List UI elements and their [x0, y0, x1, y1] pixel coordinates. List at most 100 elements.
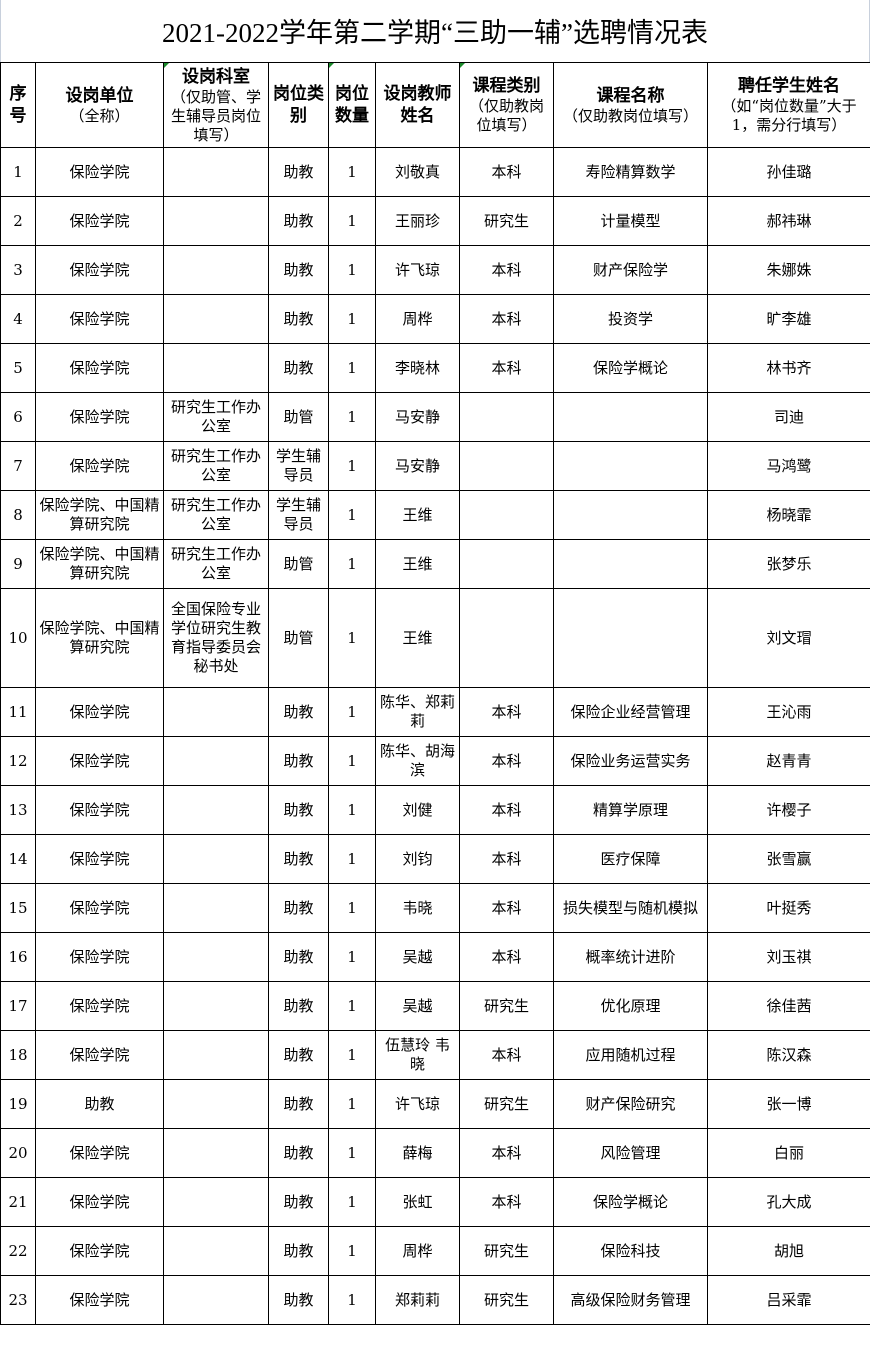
cell-student[interactable]: 朱娜姝 [707, 245, 870, 295]
cell-student[interactable]: 赵青青 [707, 736, 870, 786]
cell-student[interactable]: 张梦乐 [707, 539, 870, 589]
cell-unit[interactable]: 保险学院 [35, 785, 164, 835]
cell-office[interactable] [163, 1275, 269, 1325]
cell-course-type[interactable]: 本科 [459, 687, 554, 737]
cell-unit[interactable]: 保险学院 [35, 147, 164, 197]
cell-post-type[interactable]: 助教 [268, 1226, 329, 1276]
cell-course-name[interactable]: 保险企业经营管理 [553, 687, 708, 737]
cell-office[interactable]: 研究生工作办公室 [163, 539, 269, 589]
cell-post-count[interactable]: 1 [328, 1275, 376, 1325]
cell-office[interactable] [163, 147, 269, 197]
cell-student[interactable]: 林书齐 [707, 343, 870, 393]
cell-course-type[interactable]: 本科 [459, 1030, 554, 1080]
cell-course-name[interactable] [553, 588, 708, 688]
cell-index[interactable]: 11 [0, 687, 36, 737]
cell-student[interactable]: 旷李雄 [707, 294, 870, 344]
header-course-name[interactable]: 课程名称 （仅助教岗位填写） [553, 62, 708, 148]
cell-post-count[interactable]: 1 [328, 1030, 376, 1080]
cell-student[interactable]: 马鸿鹭 [707, 441, 870, 491]
cell-post-count[interactable]: 1 [328, 245, 376, 295]
cell-index[interactable]: 16 [0, 932, 36, 982]
cell-course-type[interactable]: 本科 [459, 834, 554, 884]
cell-teacher[interactable]: 陈华、胡海滨 [375, 736, 460, 786]
cell-course-type[interactable] [459, 490, 554, 540]
cell-unit[interactable]: 保险学院、中国精算研究院 [35, 588, 164, 688]
cell-index[interactable]: 4 [0, 294, 36, 344]
cell-office[interactable] [163, 1030, 269, 1080]
cell-teacher[interactable]: 王维 [375, 539, 460, 589]
cell-post-count[interactable]: 1 [328, 343, 376, 393]
cell-post-count[interactable]: 1 [328, 588, 376, 688]
cell-course-name[interactable]: 优化原理 [553, 981, 708, 1031]
cell-post-type[interactable]: 助教 [268, 1177, 329, 1227]
cell-unit[interactable]: 保险学院 [35, 1275, 164, 1325]
cell-post-count[interactable]: 1 [328, 1128, 376, 1178]
cell-unit[interactable]: 保险学院 [35, 736, 164, 786]
cell-course-name[interactable]: 投资学 [553, 294, 708, 344]
cell-office[interactable] [163, 981, 269, 1031]
cell-course-type[interactable]: 研究生 [459, 196, 554, 246]
cell-course-name[interactable]: 损失模型与随机模拟 [553, 883, 708, 933]
cell-student[interactable]: 郝祎琳 [707, 196, 870, 246]
cell-post-type[interactable]: 助教 [268, 981, 329, 1031]
cell-course-name[interactable]: 寿险精算数学 [553, 147, 708, 197]
cell-office[interactable] [163, 785, 269, 835]
cell-office[interactable] [163, 196, 269, 246]
cell-office[interactable] [163, 883, 269, 933]
cell-post-type[interactable]: 助教 [268, 785, 329, 835]
cell-teacher[interactable]: 刘敬真 [375, 147, 460, 197]
cell-office[interactable] [163, 932, 269, 982]
cell-post-type[interactable]: 助教 [268, 1079, 329, 1129]
cell-unit[interactable]: 保险学院 [35, 932, 164, 982]
cell-post-type[interactable]: 助教 [268, 687, 329, 737]
header-student[interactable]: 聘任学生姓名 （如“岗位数量”大于1，需分行填写） [707, 62, 870, 148]
cell-unit[interactable]: 保险学院 [35, 1030, 164, 1080]
cell-course-type[interactable]: 本科 [459, 343, 554, 393]
cell-post-type[interactable]: 助教 [268, 245, 329, 295]
cell-student[interactable]: 徐佳茜 [707, 981, 870, 1031]
cell-course-name[interactable]: 保险科技 [553, 1226, 708, 1276]
cell-student[interactable]: 王沁雨 [707, 687, 870, 737]
cell-office[interactable] [163, 834, 269, 884]
cell-teacher[interactable]: 伍慧玲 韦晓 [375, 1030, 460, 1080]
header-post-count[interactable]: 岗位数量 [328, 62, 376, 148]
cell-course-type[interactable]: 本科 [459, 932, 554, 982]
cell-course-type[interactable]: 本科 [459, 883, 554, 933]
cell-course-name[interactable]: 财产保险研究 [553, 1079, 708, 1129]
cell-post-type[interactable]: 助教 [268, 932, 329, 982]
cell-teacher[interactable]: 张虹 [375, 1177, 460, 1227]
cell-course-name[interactable]: 保险学概论 [553, 343, 708, 393]
cell-course-name[interactable]: 概率统计进阶 [553, 932, 708, 982]
cell-post-type[interactable]: 助教 [268, 1128, 329, 1178]
cell-unit[interactable]: 保险学院 [35, 1128, 164, 1178]
cell-course-name[interactable]: 精算学原理 [553, 785, 708, 835]
cell-post-type[interactable]: 助教 [268, 1030, 329, 1080]
cell-course-name[interactable] [553, 539, 708, 589]
cell-course-type[interactable] [459, 588, 554, 688]
cell-student[interactable]: 刘文瑁 [707, 588, 870, 688]
cell-teacher[interactable]: 韦晓 [375, 883, 460, 933]
cell-office[interactable] [163, 245, 269, 295]
cell-post-type[interactable]: 助教 [268, 883, 329, 933]
cell-index[interactable]: 5 [0, 343, 36, 393]
cell-student[interactable]: 张一博 [707, 1079, 870, 1129]
cell-course-type[interactable] [459, 392, 554, 442]
cell-post-count[interactable]: 1 [328, 981, 376, 1031]
cell-index[interactable]: 13 [0, 785, 36, 835]
cell-course-type[interactable]: 本科 [459, 147, 554, 197]
cell-index[interactable]: 19 [0, 1079, 36, 1129]
cell-index[interactable]: 17 [0, 981, 36, 1031]
cell-teacher[interactable]: 薛梅 [375, 1128, 460, 1178]
cell-course-type[interactable]: 研究生 [459, 1079, 554, 1129]
cell-teacher[interactable]: 陈华、郑莉莉 [375, 687, 460, 737]
cell-index[interactable]: 3 [0, 245, 36, 295]
cell-office[interactable] [163, 1177, 269, 1227]
cell-index[interactable]: 23 [0, 1275, 36, 1325]
cell-teacher[interactable]: 许飞琼 [375, 245, 460, 295]
cell-student[interactable]: 白丽 [707, 1128, 870, 1178]
cell-post-type[interactable]: 助管 [268, 392, 329, 442]
cell-index[interactable]: 14 [0, 834, 36, 884]
cell-index[interactable]: 12 [0, 736, 36, 786]
cell-unit[interactable]: 保险学院 [35, 294, 164, 344]
cell-course-name[interactable]: 医疗保障 [553, 834, 708, 884]
